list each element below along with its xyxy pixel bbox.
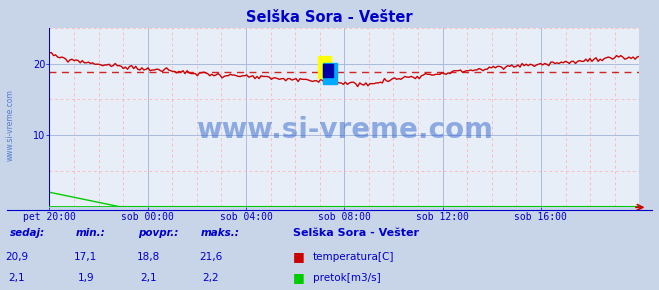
Text: 17,1: 17,1	[74, 251, 98, 262]
Bar	[322, 64, 333, 77]
Text: www.si-vreme.com: www.si-vreme.com	[196, 116, 493, 144]
Text: maks.:: maks.:	[201, 228, 240, 238]
Text: Selška Sora - Vešter: Selška Sora - Vešter	[246, 10, 413, 25]
Text: 21,6: 21,6	[199, 251, 223, 262]
Bar	[324, 63, 337, 84]
Text: www.si-vreme.com: www.si-vreme.com	[5, 89, 14, 161]
Text: 20,9: 20,9	[5, 251, 28, 262]
Text: min.:: min.:	[76, 228, 105, 238]
Bar	[318, 56, 331, 78]
Text: ■: ■	[293, 250, 305, 262]
Text: ■: ■	[293, 271, 305, 284]
Text: sedaj:: sedaj:	[10, 228, 45, 238]
Text: 2,1: 2,1	[140, 273, 157, 283]
Text: 2,1: 2,1	[8, 273, 25, 283]
Text: temperatura[C]: temperatura[C]	[313, 251, 395, 262]
Text: povpr.:: povpr.:	[138, 228, 179, 238]
Text: 18,8: 18,8	[136, 251, 160, 262]
Text: 2,2: 2,2	[202, 273, 219, 283]
Text: pretok[m3/s]: pretok[m3/s]	[313, 273, 381, 283]
Text: Selška Sora - Vešter: Selška Sora - Vešter	[293, 228, 419, 238]
Text: 1,9: 1,9	[77, 273, 94, 283]
